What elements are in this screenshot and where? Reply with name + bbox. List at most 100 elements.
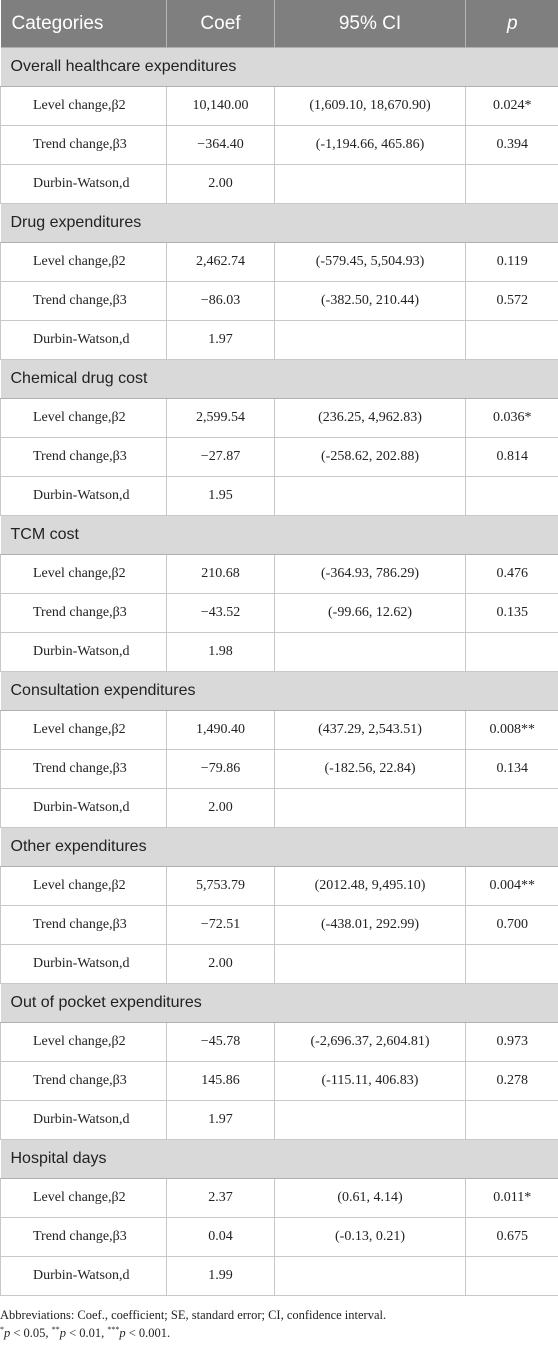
footnote-t2: < 0.01, (65, 1326, 108, 1340)
ci-cell (274, 476, 466, 516)
coef-cell: 2.00 (166, 944, 275, 984)
table-row: Level change,β2 −45.78 (-2,696.37, 2,604.8… (0, 1022, 558, 1062)
p-value-cell (465, 788, 558, 828)
row-label: Level change,β2 (0, 86, 167, 126)
table-row: Level change,β2 2,462.74 (-579.45, 5,504.9… (0, 242, 558, 282)
p-value-cell: 0.278 (465, 1061, 558, 1101)
p-value-cell (465, 164, 558, 204)
p-value-cell: 0.008** (465, 710, 558, 750)
footnote-significance: *p < 0.05, **p < 0.01, ***p < 0.001. (0, 1324, 171, 1340)
table-row: Trend change,β3 −43.52 (-99.66, 12.62) 0.13… (0, 593, 558, 633)
ci-cell: (2012.48, 9,495.10) (274, 866, 466, 906)
coef-cell: −72.51 (166, 905, 275, 945)
category-title: Drug expenditures (0, 203, 558, 243)
header-coef: Coef (166, 0, 275, 48)
p-value-cell: 0.476 (465, 554, 558, 594)
row-label: Level change,β2 (0, 554, 167, 594)
row-label: Durbin-Watson,d (0, 164, 167, 204)
footnotes: Abbreviations: Coef., coefficient; SE, s… (0, 1296, 558, 1342)
row-label: Trend change,β3 (0, 281, 167, 321)
table-row: Trend change,β3 −364.40 (-1,194.66, 465.86… (0, 125, 558, 165)
p-value-cell: 0.024* (465, 86, 558, 126)
results-table: Categories Coef 95% CI p Overall healthc… (0, 0, 558, 1296)
p-value-cell: 0.119 (465, 242, 558, 282)
table-row: Durbin-Watson,d 1.97 (0, 1100, 558, 1140)
ci-cell (274, 1256, 466, 1296)
ci-cell (274, 164, 466, 204)
coef-cell: 210.68 (166, 554, 275, 594)
table-body: Overall healthcare expenditures Level cha… (0, 47, 558, 1296)
row-label: Durbin-Watson,d (0, 476, 167, 516)
ci-cell: (-382.50, 210.44) (274, 281, 466, 321)
table-row: Durbin-Watson,d 1.95 (0, 476, 558, 516)
ci-cell: (-258.62, 202.88) (274, 437, 466, 477)
table-row: Level change,β2 210.68 (-364.93, 786.29) 0.… (0, 554, 558, 594)
footnote-p1: p (4, 1326, 11, 1340)
ci-cell: (0.61, 4.14) (274, 1178, 466, 1218)
table-row: Trend change,β3 145.86 (-115.11, 406.83) 0.… (0, 1061, 558, 1101)
ci-cell: (-182.56, 22.84) (274, 749, 466, 789)
row-label: Trend change,β3 (0, 593, 167, 633)
ci-cell: (437.29, 2,543.51) (274, 710, 466, 750)
coef-cell: 0.04 (166, 1217, 275, 1257)
ci-cell: (-0.13, 0.21) (274, 1217, 466, 1257)
p-value-cell: 0.700 (465, 905, 558, 945)
coef-cell: 2.00 (166, 164, 275, 204)
p-value-cell: 0.134 (465, 749, 558, 789)
ci-cell: (-1,194.66, 465.86) (274, 125, 466, 165)
category-row: Drug expenditures (0, 203, 558, 243)
row-label: Level change,β2 (0, 398, 167, 438)
coef-cell: 2,462.74 (166, 242, 275, 282)
table-row: Trend change,β3 −27.87 (-258.62, 202.88) 0.… (0, 437, 558, 477)
p-value-cell: 0.004** (465, 866, 558, 906)
table-row: Trend change,β3 −72.51 (-438.01, 292.99) 0.… (0, 905, 558, 945)
category-title: Hospital days (0, 1139, 558, 1179)
category-row: Chemical drug cost (0, 359, 558, 399)
category-row: Out of pocket expenditures (0, 983, 558, 1023)
table-row: Durbin-Watson,d 1.97 (0, 320, 558, 360)
row-label: Trend change,β3 (0, 437, 167, 477)
ci-cell: (-364.93, 786.29) (274, 554, 466, 594)
table-row: Level change,β2 2.37 (0.61, 4.14) 0.011* (0, 1178, 558, 1218)
row-label: Durbin-Watson,d (0, 320, 167, 360)
ci-cell: (1,609.10, 18,670.90) (274, 86, 466, 126)
p-value-cell (465, 632, 558, 672)
table-row: Durbin-Watson,d 1.99 (0, 1256, 558, 1296)
header-categories: Categories (0, 0, 167, 48)
ci-cell (274, 788, 466, 828)
p-value-cell (465, 944, 558, 984)
coef-cell: 1.97 (166, 320, 275, 360)
p-value-cell: 0.394 (465, 125, 558, 165)
header-ci: 95% CI (274, 0, 466, 48)
footnote-t3: < 0.001. (125, 1326, 171, 1340)
p-value-cell: 0.011* (465, 1178, 558, 1218)
row-label: Durbin-Watson,d (0, 1100, 167, 1140)
ci-cell (274, 944, 466, 984)
category-title: Chemical drug cost (0, 359, 558, 399)
footnote-abbreviations: Abbreviations: Coef., coefficient; SE, s… (0, 1308, 387, 1322)
ci-cell (274, 1100, 466, 1140)
ci-cell: (-115.11, 406.83) (274, 1061, 466, 1101)
category-row: Hospital days (0, 1139, 558, 1179)
category-title: TCM cost (0, 515, 558, 555)
row-label: Level change,β2 (0, 1178, 167, 1218)
coef-cell: 1.98 (166, 632, 275, 672)
coef-cell: 5,753.79 (166, 866, 275, 906)
coef-cell: 2.00 (166, 788, 275, 828)
p-value-cell (465, 320, 558, 360)
p-value-cell (465, 1256, 558, 1296)
header-p: p (465, 0, 558, 48)
row-label: Trend change,β3 (0, 905, 167, 945)
header-p-label: p (506, 12, 518, 34)
ci-cell: (-579.45, 5,504.93) (274, 242, 466, 282)
p-value-cell (465, 476, 558, 516)
p-value-cell: 0.814 (465, 437, 558, 477)
table-row: Trend change,β3 −86.03 (-382.50, 210.44) 0.… (0, 281, 558, 321)
table-row: Durbin-Watson,d 2.00 (0, 164, 558, 204)
category-title: Overall healthcare expenditures (0, 47, 558, 87)
footnote-p2: p (59, 1326, 66, 1340)
footnote-p3: p (119, 1326, 126, 1340)
coef-cell: −45.78 (166, 1022, 275, 1062)
row-label: Level change,β2 (0, 1022, 167, 1062)
p-value-cell: 0.036* (465, 398, 558, 438)
